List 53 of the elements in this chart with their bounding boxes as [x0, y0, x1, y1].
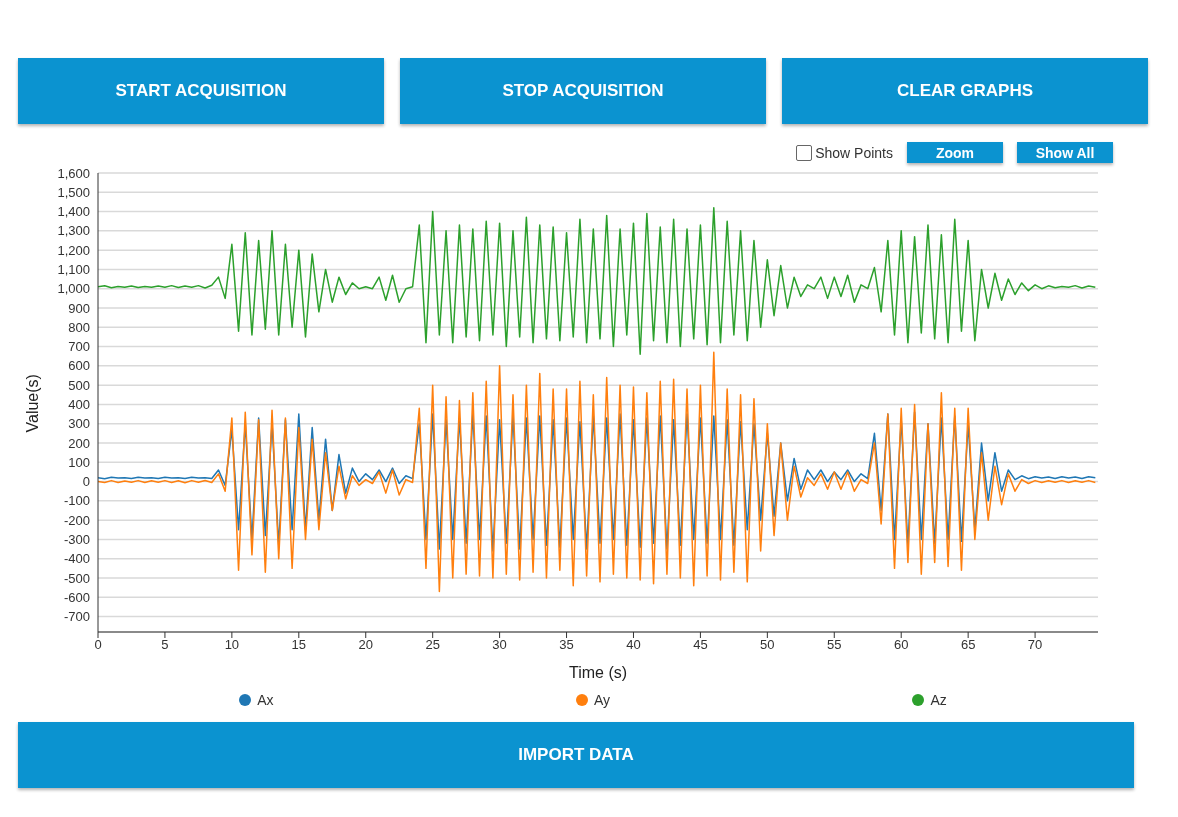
y-tick-label: 1,200 — [57, 242, 90, 258]
x-tick-label: 40 — [626, 637, 641, 653]
y-tick-label: 900 — [68, 300, 90, 316]
y-tick-label: 700 — [68, 339, 90, 355]
y-tick-label: 300 — [68, 416, 90, 432]
x-axis-title: Time (s) — [568, 664, 628, 681]
text: Zoom — [935, 144, 975, 161]
x-tick-label: 65 — [960, 637, 976, 653]
x-tick-label: 50 — [760, 637, 775, 653]
y-tick-label: 1,600 — [57, 165, 90, 181]
text: IMPORT DATA — [518, 745, 634, 765]
y-tick-label: 1,100 — [57, 262, 90, 278]
x-tick-label: 15 — [291, 637, 307, 653]
x-tick-label: 5 — [161, 637, 169, 653]
x-tick-label: 60 — [893, 637, 909, 653]
text: Show Points — [815, 144, 893, 161]
legend-label: Ax — [257, 692, 274, 708]
y-axis-title: Value(s) — [23, 374, 41, 433]
line-series — [98, 206, 1097, 356]
legend-label: Az — [930, 692, 947, 708]
y-tick-label: 1,000 — [57, 281, 90, 297]
y-tick-label: -100 — [63, 493, 90, 509]
x-tick-label: 10 — [224, 637, 240, 653]
text: STOP ACQUISITION — [502, 81, 664, 101]
y-tick-label: -700 — [63, 609, 90, 625]
y-tick-label: 400 — [68, 397, 90, 413]
x-tick-label: 70 — [1027, 637, 1043, 653]
x-tick-label: 45 — [693, 637, 708, 653]
x-tick-label: 35 — [559, 637, 574, 653]
y-tick-label: 500 — [68, 377, 90, 393]
y-tick-label: 0 — [82, 474, 90, 490]
y-tick-label: 800 — [68, 319, 90, 335]
y-tick-label: 600 — [68, 358, 90, 374]
y-tick-label: 100 — [68, 454, 90, 470]
text: CLEAR GRAPHS — [896, 81, 1033, 101]
x-tick-label: 0 — [94, 637, 102, 653]
y-tick-label: -300 — [63, 532, 90, 548]
x-tick-label: 20 — [358, 637, 373, 653]
y-tick-label: 1,300 — [57, 223, 90, 239]
x-tick-label: 55 — [827, 637, 842, 653]
y-tick-label: 1,400 — [57, 204, 90, 220]
legend-label: Ay — [593, 692, 611, 708]
y-tick-label: 1,500 — [57, 184, 90, 200]
text: START ACQUISITION — [115, 81, 287, 101]
y-tick-label: -200 — [63, 512, 90, 528]
x-tick-label: 25 — [425, 637, 440, 653]
y-tick-label: 200 — [68, 435, 90, 451]
line-series — [98, 351, 1097, 593]
y-tick-label: -400 — [63, 551, 90, 567]
x-tick-label: 30 — [492, 637, 507, 653]
text: Show All — [1035, 144, 1095, 161]
y-tick-label: -600 — [63, 589, 90, 605]
y-tick-label: -500 — [63, 570, 90, 586]
